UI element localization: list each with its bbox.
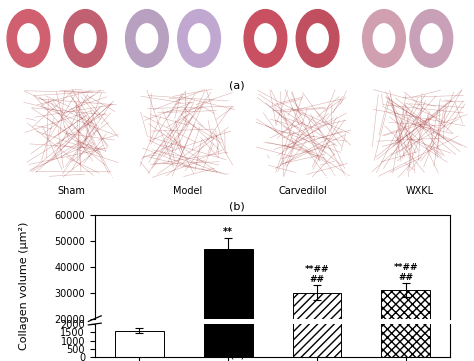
Text: Sham: Sham	[57, 186, 85, 196]
Ellipse shape	[363, 10, 405, 67]
Bar	[204, 0, 253, 357]
Bar	[292, 0, 341, 357]
Ellipse shape	[373, 24, 394, 53]
Bar	[382, 290, 430, 361]
Ellipse shape	[296, 10, 339, 67]
Ellipse shape	[64, 10, 107, 67]
Ellipse shape	[137, 24, 157, 53]
Ellipse shape	[255, 24, 276, 53]
Ellipse shape	[7, 10, 50, 67]
Text: Model: Model	[173, 186, 202, 196]
Ellipse shape	[410, 10, 453, 67]
Text: Collagen volume (μm²): Collagen volume (μm²)	[18, 222, 29, 350]
Ellipse shape	[421, 24, 442, 53]
Bar	[115, 331, 164, 357]
Text: **: **	[223, 227, 233, 237]
Ellipse shape	[75, 24, 96, 53]
Text: (a): (a)	[229, 81, 245, 91]
Text: **##
##: **## ##	[393, 263, 418, 282]
Bar	[204, 249, 253, 361]
Ellipse shape	[307, 24, 328, 53]
Bar	[292, 293, 341, 361]
Ellipse shape	[188, 24, 210, 53]
Text: WXKL: WXKL	[405, 186, 434, 196]
Text: **##
##: **## ##	[305, 265, 329, 284]
Ellipse shape	[178, 10, 220, 67]
Text: 100μm: 100μm	[329, 172, 349, 177]
Bar	[382, 0, 430, 357]
Text: 100μm: 100μm	[97, 172, 117, 177]
Ellipse shape	[244, 10, 287, 67]
Ellipse shape	[18, 24, 39, 53]
Text: 100μm: 100μm	[446, 172, 465, 177]
Text: 100μm: 100μm	[213, 172, 233, 177]
Text: Carvedilol: Carvedilol	[279, 186, 328, 196]
Ellipse shape	[126, 10, 168, 67]
Text: (b): (b)	[229, 202, 245, 212]
Text: (c): (c)	[229, 349, 245, 359]
